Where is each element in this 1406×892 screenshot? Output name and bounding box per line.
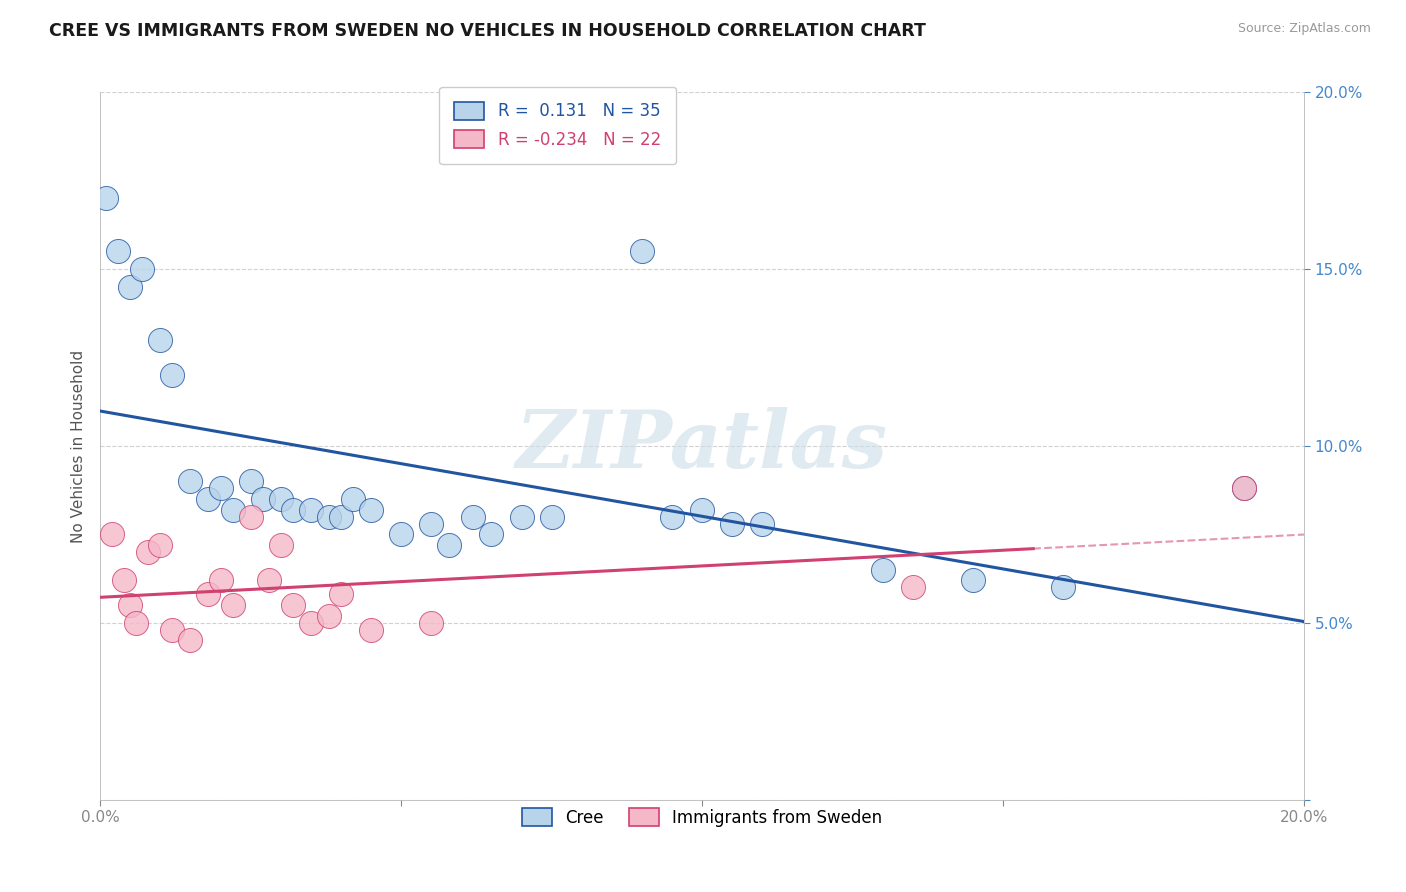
- Point: [342, 491, 364, 506]
- Point: [136, 545, 159, 559]
- Point: [299, 502, 322, 516]
- Point: [463, 509, 485, 524]
- Point: [162, 368, 184, 383]
- Point: [209, 482, 232, 496]
- Point: [107, 244, 129, 259]
- Point: [690, 502, 713, 516]
- Point: [179, 633, 201, 648]
- Point: [239, 475, 262, 489]
- Point: [120, 598, 142, 612]
- Point: [299, 615, 322, 630]
- Point: [197, 587, 219, 601]
- Point: [1233, 482, 1256, 496]
- Point: [721, 516, 744, 531]
- Point: [239, 509, 262, 524]
- Point: [149, 538, 172, 552]
- Point: [281, 502, 304, 516]
- Point: [179, 475, 201, 489]
- Point: [149, 333, 172, 347]
- Point: [360, 623, 382, 637]
- Point: [112, 574, 135, 588]
- Point: [540, 509, 562, 524]
- Point: [257, 574, 280, 588]
- Point: [252, 491, 274, 506]
- Text: Source: ZipAtlas.com: Source: ZipAtlas.com: [1237, 22, 1371, 36]
- Point: [420, 516, 443, 531]
- Point: [481, 527, 503, 541]
- Point: [120, 280, 142, 294]
- Point: [281, 598, 304, 612]
- Point: [221, 502, 243, 516]
- Y-axis label: No Vehicles in Household: No Vehicles in Household: [72, 350, 86, 542]
- Point: [439, 538, 461, 552]
- Point: [94, 191, 117, 205]
- Point: [510, 509, 533, 524]
- Point: [1233, 482, 1256, 496]
- Point: [270, 538, 292, 552]
- Point: [209, 574, 232, 588]
- Point: [901, 580, 924, 594]
- Point: [420, 615, 443, 630]
- Point: [125, 615, 148, 630]
- Point: [389, 527, 412, 541]
- Point: [318, 509, 340, 524]
- Text: ZIPatlas: ZIPatlas: [516, 407, 889, 484]
- Point: [270, 491, 292, 506]
- Point: [872, 563, 894, 577]
- Text: CREE VS IMMIGRANTS FROM SWEDEN NO VEHICLES IN HOUSEHOLD CORRELATION CHART: CREE VS IMMIGRANTS FROM SWEDEN NO VEHICL…: [49, 22, 927, 40]
- Point: [661, 509, 683, 524]
- Point: [631, 244, 654, 259]
- Point: [162, 623, 184, 637]
- Legend: Cree, Immigrants from Sweden: Cree, Immigrants from Sweden: [515, 802, 889, 834]
- Point: [101, 527, 124, 541]
- Point: [318, 608, 340, 623]
- Point: [329, 509, 352, 524]
- Point: [221, 598, 243, 612]
- Point: [360, 502, 382, 516]
- Point: [329, 587, 352, 601]
- Point: [197, 491, 219, 506]
- Point: [962, 574, 984, 588]
- Point: [751, 516, 773, 531]
- Point: [131, 262, 153, 277]
- Point: [1052, 580, 1074, 594]
